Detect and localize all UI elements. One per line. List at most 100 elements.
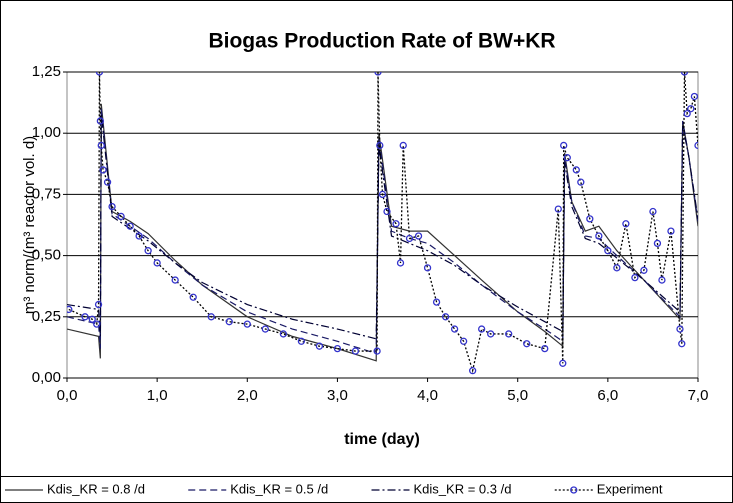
data-point [135,232,143,240]
data-point [468,367,477,375]
data-point [680,72,689,76]
data-point [523,340,531,348]
y-tick-label: 1,25 [32,63,61,80]
data-point [572,166,580,174]
data-point [441,313,450,321]
data-point [243,320,251,328]
data-point [613,264,621,272]
data-point [88,315,96,323]
series-line [67,108,698,355]
legend-label: Kdis_KR = 0.5 /d [230,481,328,496]
data-point [396,259,405,267]
data-point [95,72,104,76]
x-tick-label: 2,0 [237,387,258,404]
data-point [687,105,695,113]
data-point [678,340,686,348]
data-point [171,276,179,284]
data-point [374,72,382,76]
data-point [459,337,468,345]
data-point [373,347,381,355]
plot-area [66,71,699,379]
data-point [690,92,698,101]
data-point [577,178,585,186]
data-point [67,305,73,314]
data-point [144,247,152,255]
data-point [93,320,101,328]
data-point [559,359,567,367]
x-tick-label: 1,0 [147,387,168,404]
legend-label: Kdis_KR = 0.8 /d [47,481,145,496]
data-point [640,266,648,274]
data-point [261,325,269,333]
legend-label: Kdis_KR = 0.3 /d [414,481,512,496]
series-line [68,72,698,374]
legend-label: Experiment [597,481,663,496]
y-tick-label: 0,50 [32,247,61,264]
data-point [450,325,459,333]
data-point [108,202,116,211]
y-tick-label: 0,25 [32,308,61,325]
data-point [414,232,423,240]
data-point [376,141,384,150]
data-point [653,239,662,248]
data-point [103,178,112,186]
data-point [99,166,107,174]
data-point [207,313,215,321]
series-line [67,113,698,340]
x-tick-label: 4,0 [417,387,438,404]
data-point [279,330,287,338]
data-point [399,141,407,150]
data-point [351,347,360,355]
data-point [225,318,233,326]
data-point [667,227,675,235]
data-point [97,141,105,150]
x-tick-label: 5,0 [507,387,528,404]
y-axis-label: m³ norm/(m³ reactor vol. d) [21,136,38,314]
data-point [649,207,657,216]
data-point [81,313,89,321]
data-point [315,342,324,350]
data-point [658,276,666,284]
series-line [67,103,698,362]
data-point [487,330,495,338]
data-point [297,337,306,345]
data-point [96,117,105,125]
data-point [595,232,603,240]
x-tick-label: 7,0 [688,387,709,404]
x-axis-label: time (day) [344,431,420,448]
data-point [563,154,571,162]
y-tick-label: 0,00 [32,369,61,386]
data-point [94,300,103,309]
data-point [392,220,400,228]
data-point [560,141,568,150]
x-tick-label: 3,0 [327,387,348,404]
data-point [622,220,630,228]
data-point [405,234,414,243]
data-point [694,141,698,150]
data-point [541,344,549,353]
data-point [383,207,391,216]
data-point [676,325,684,333]
data-point [333,344,342,353]
data-point [126,222,134,230]
y-tick-label: 0,75 [32,185,61,202]
data-point [423,264,432,272]
x-tick-label: 0,0 [57,387,78,404]
data-point [554,205,562,213]
data-point [189,293,197,301]
y-tick-label: 1,00 [32,124,61,141]
x-tick-label: 6,0 [597,387,618,404]
data-point [631,273,639,282]
data-point [505,330,513,338]
data-point [153,259,161,267]
plot-series [67,72,698,375]
data-point [586,215,594,223]
data-point [683,109,691,118]
data-point [432,298,441,306]
data-point [378,190,387,199]
data-point [117,212,125,221]
data-point [604,247,612,255]
data-point [478,325,486,333]
legend-marker [570,486,578,494]
